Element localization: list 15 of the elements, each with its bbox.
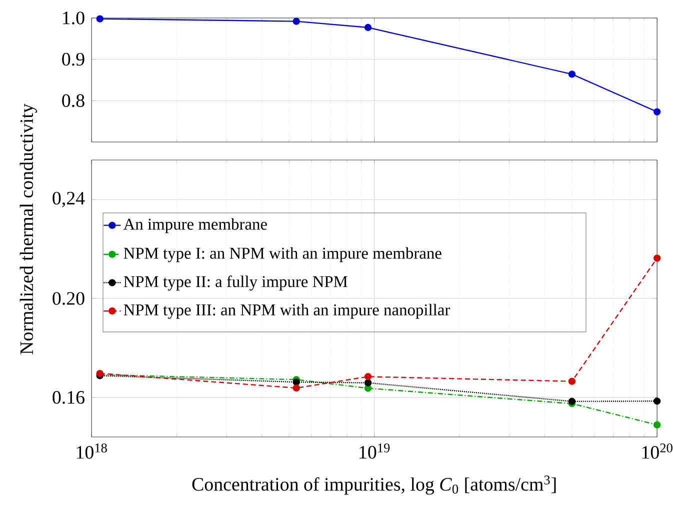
y-tick-label: 0.9 (62, 52, 84, 66)
legend-label: NPM type II: a fully impure NPM (124, 275, 348, 291)
x-tick-label: 10$^{18}$ (76, 443, 107, 459)
legend-label: An impure membrane (123, 218, 267, 234)
y-tick-label: 0,24 (52, 192, 85, 208)
x-tick-label: 10$^{20}$ (642, 443, 672, 459)
x-tick-label: 10$^{19}$ (360, 444, 390, 459)
legend-label: NPM type III: an NPM with an impure nanopillar (124, 304, 450, 319)
x-axis-title: Concentration of impurities, log C$_{0}$ [atoms/cm$^{3}$] (192, 476, 556, 495)
y-tick-label: 1.0 (63, 12, 84, 24)
y-tick-label: 0.16 (52, 390, 84, 404)
y-axis-title: Normalized thermal conductivity (20, 104, 37, 354)
legend-label: NPM type I: an NPM with an impure membrane (124, 247, 442, 262)
y-tick-label: 0.20 (52, 292, 84, 305)
y-tick-label: 0.8 (62, 94, 84, 108)
